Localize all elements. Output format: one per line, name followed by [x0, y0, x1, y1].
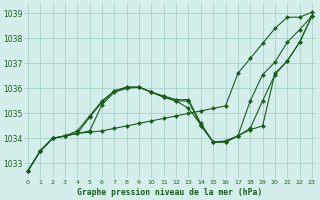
X-axis label: Graphe pression niveau de la mer (hPa): Graphe pression niveau de la mer (hPa) [77, 188, 263, 197]
